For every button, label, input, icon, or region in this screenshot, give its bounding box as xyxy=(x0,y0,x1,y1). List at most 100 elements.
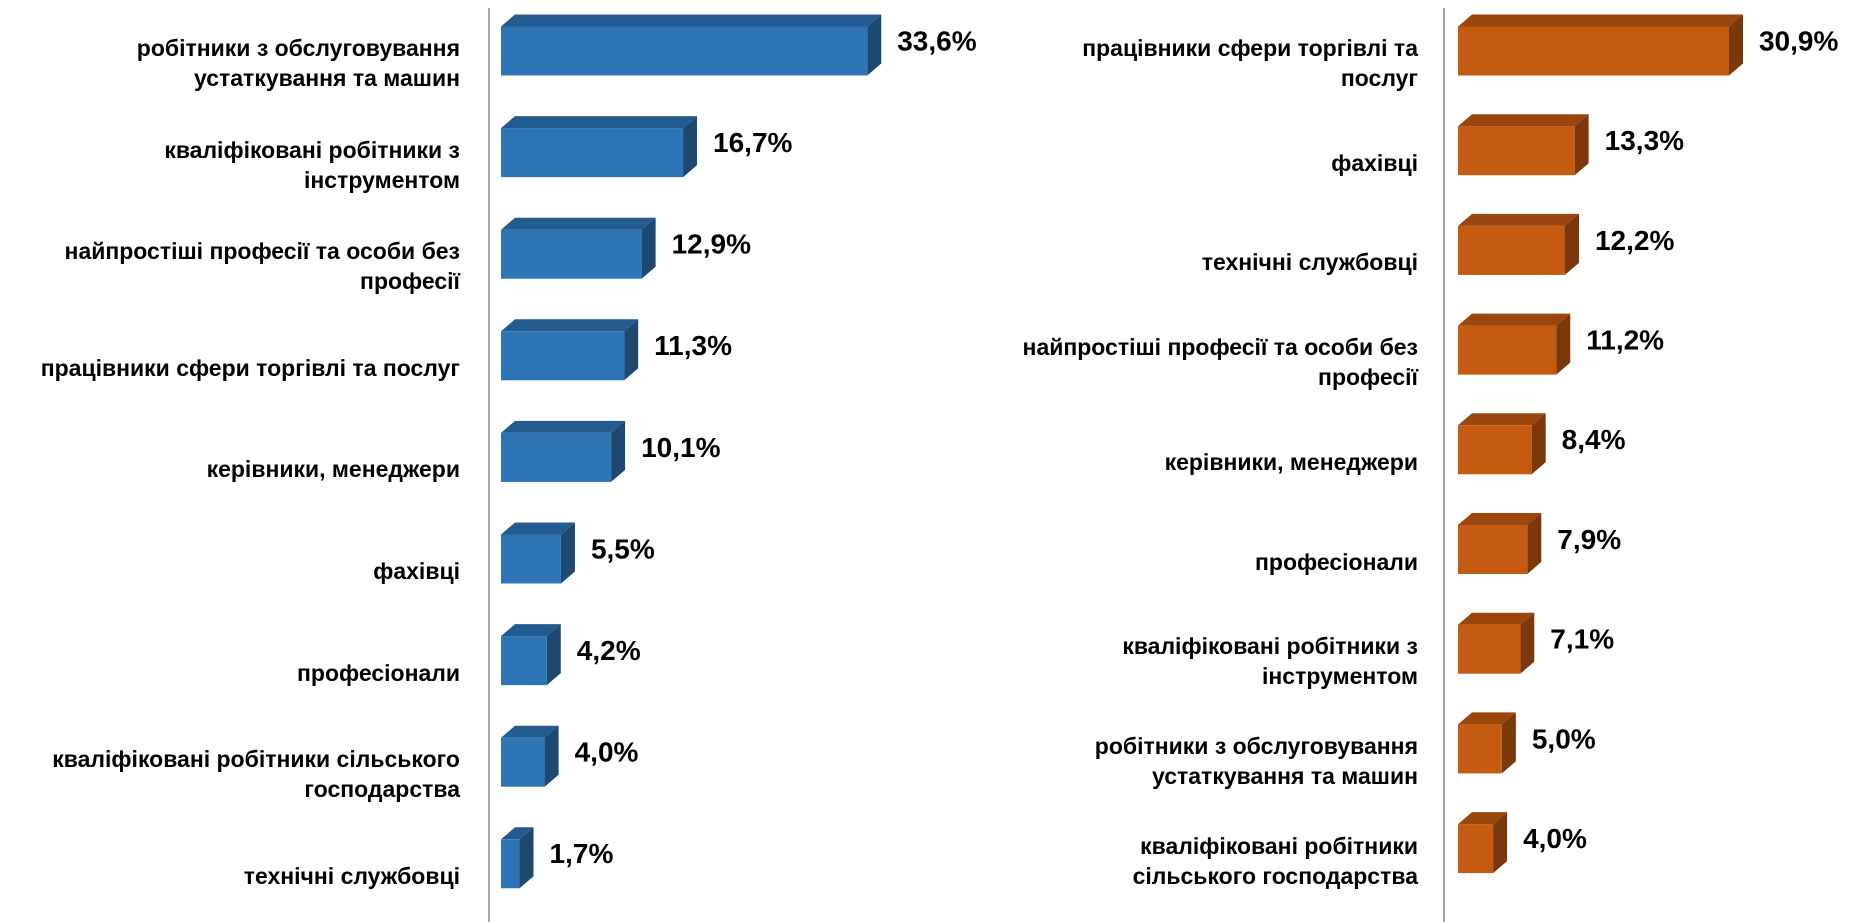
value-label: 16,7% xyxy=(713,127,792,158)
bar-side xyxy=(560,522,575,584)
category-label: фахівці xyxy=(373,558,460,584)
bar-side xyxy=(1728,14,1743,76)
bar-top xyxy=(1458,513,1542,525)
bar-front xyxy=(1458,225,1565,275)
bar xyxy=(1458,513,1542,574)
bar-side xyxy=(1520,612,1535,674)
bar-front xyxy=(501,128,684,178)
bar-top xyxy=(1458,413,1546,426)
bar-front xyxy=(501,839,520,889)
bar-front xyxy=(1458,624,1521,674)
bar-top xyxy=(1458,114,1589,127)
value-label: 12,2% xyxy=(1595,225,1674,256)
category-label: найпростіші професії та особи без профес… xyxy=(64,238,460,295)
value-label: 5,0% xyxy=(1532,723,1596,754)
bar-front xyxy=(1458,126,1575,176)
bar-top xyxy=(501,725,559,738)
value-label: 11,2% xyxy=(1586,324,1664,355)
bar xyxy=(1458,712,1516,774)
bar-top xyxy=(1458,213,1579,226)
category-label: працівники сфери торгівлі та послуг xyxy=(40,354,460,381)
bar-side xyxy=(544,725,559,787)
bar xyxy=(501,725,559,787)
category-label: кваліфіковані робітники сільського госпо… xyxy=(52,746,460,803)
category-label: фахівці xyxy=(1331,149,1418,176)
bar-side xyxy=(867,14,882,76)
value-label: 8,4% xyxy=(1562,424,1626,455)
category-label: робітники з обслуговування устаткування … xyxy=(1094,732,1418,789)
bar xyxy=(501,116,698,178)
bar-side xyxy=(641,217,656,279)
category-label: технічні службовці xyxy=(243,862,460,889)
bar-top xyxy=(1458,812,1508,825)
bar-top xyxy=(501,217,656,230)
bar-side xyxy=(1556,313,1571,375)
bar-side xyxy=(683,116,698,178)
bar-front xyxy=(501,636,547,686)
bar-side xyxy=(611,420,626,482)
value-label: 30,9% xyxy=(1759,25,1838,56)
bar xyxy=(1458,114,1589,176)
bar-side xyxy=(1531,413,1546,475)
bar-front xyxy=(501,432,612,482)
bar-top xyxy=(501,522,575,535)
bar-front xyxy=(501,331,625,381)
value-label: 33,6% xyxy=(897,25,976,56)
value-label: 7,9% xyxy=(1557,524,1621,555)
bar-top xyxy=(1458,712,1516,725)
bar xyxy=(501,420,626,482)
bar-side xyxy=(519,827,534,889)
value-label: 1,7% xyxy=(550,838,614,869)
bar xyxy=(1458,14,1743,76)
category-label: найпростіші професії та особи без профес… xyxy=(1022,334,1418,391)
bar-top xyxy=(501,116,698,129)
bar-top xyxy=(501,420,626,433)
bar xyxy=(1458,413,1546,475)
bar-side xyxy=(546,624,561,686)
bar-front xyxy=(1458,325,1557,375)
bar-front xyxy=(1458,724,1502,774)
category-label: керівники, менеджери xyxy=(206,456,460,483)
bar-side xyxy=(624,319,639,381)
bar xyxy=(1458,213,1579,275)
bar-top xyxy=(1458,14,1743,27)
bar-front xyxy=(501,229,642,279)
bar-side xyxy=(1574,114,1589,176)
value-label: 7,1% xyxy=(1550,624,1614,655)
bar-front xyxy=(1458,824,1494,874)
bar xyxy=(501,522,575,584)
bar-side xyxy=(1493,812,1508,874)
bar xyxy=(1458,313,1571,375)
category-label: професіонали xyxy=(1255,548,1418,575)
category-label: професіонали xyxy=(297,659,460,686)
bar xyxy=(501,624,561,686)
value-label: 4,0% xyxy=(575,737,639,768)
category-label: кваліфіковані робітники сільського госпо… xyxy=(1132,832,1418,889)
bar-front xyxy=(1458,26,1729,76)
bar xyxy=(501,827,534,889)
bar xyxy=(1458,612,1535,674)
value-label: 13,3% xyxy=(1605,125,1684,156)
bar-top xyxy=(1458,313,1571,326)
bar-top xyxy=(501,14,882,27)
bar-side xyxy=(1527,513,1542,574)
bar-front xyxy=(1458,425,1532,475)
value-label: 10,1% xyxy=(641,432,720,463)
bar-top xyxy=(1458,612,1535,625)
category-label: керівники, менеджери xyxy=(1164,448,1418,475)
bar xyxy=(501,217,656,279)
bar-side xyxy=(1501,712,1516,774)
bar-front xyxy=(1458,525,1528,574)
bar-front xyxy=(501,737,545,787)
value-label: 4,2% xyxy=(577,635,641,666)
category-label: технічні службовці xyxy=(1201,249,1418,276)
value-label: 5,5% xyxy=(591,533,655,564)
bar xyxy=(501,14,882,76)
category-label: кваліфіковані робітники з інструментом xyxy=(1122,633,1418,690)
bar-top xyxy=(501,827,534,840)
value-label: 12,9% xyxy=(672,229,751,260)
bar-top xyxy=(501,624,561,637)
value-label: 11,3% xyxy=(654,330,732,361)
